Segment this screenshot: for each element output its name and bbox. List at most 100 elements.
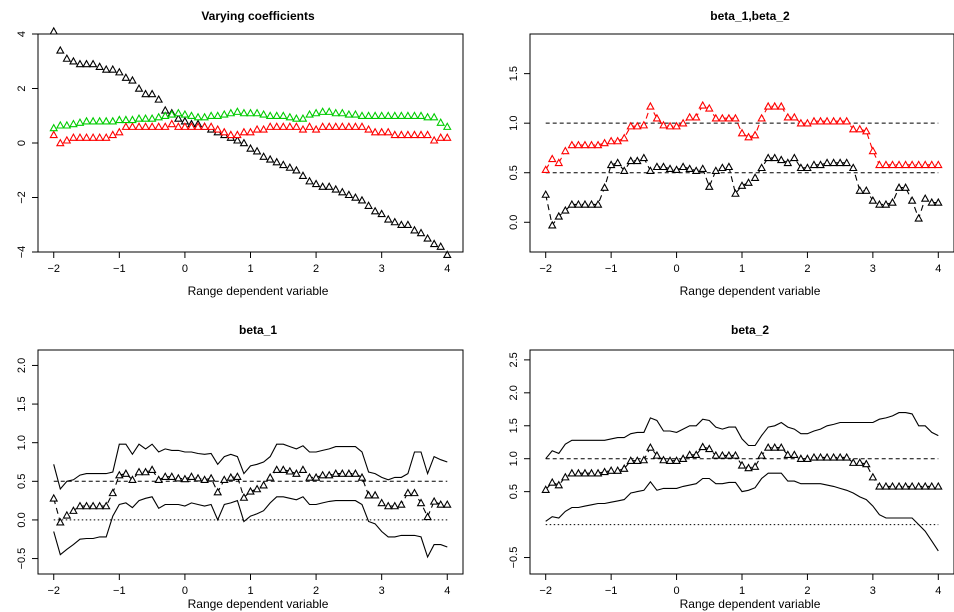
data-point	[174, 108, 183, 117]
y-tick-label: −0.5	[508, 547, 520, 569]
y-tick-label: 1.5	[16, 396, 28, 411]
x-tick-label: 3	[379, 585, 385, 597]
data-point	[933, 197, 943, 206]
data-point	[278, 111, 288, 120]
data-point	[907, 195, 917, 204]
data-point	[665, 456, 675, 464]
data-point	[907, 481, 917, 490]
data-point	[285, 162, 295, 171]
data-point	[55, 120, 65, 129]
data-point	[193, 122, 203, 130]
data-point	[920, 481, 930, 490]
y-tick-label: 1.0	[508, 451, 520, 466]
data-point	[606, 466, 616, 474]
data-point	[803, 118, 812, 127]
data-point	[881, 199, 891, 208]
data-point	[292, 122, 301, 130]
data-point	[822, 116, 832, 125]
data-point	[731, 189, 740, 197]
data-point	[272, 465, 282, 473]
data-point	[364, 124, 373, 133]
data-point	[305, 109, 314, 118]
x-tick-label: 4	[935, 585, 941, 597]
data-point	[560, 472, 570, 481]
data-point	[239, 492, 249, 501]
x-tick-label: 1	[739, 585, 745, 597]
data-point	[816, 116, 825, 125]
data-point	[147, 113, 157, 122]
data-point	[121, 469, 131, 477]
data-point	[894, 481, 904, 490]
data-point	[685, 164, 694, 173]
data-point	[88, 116, 98, 125]
data-point	[927, 481, 937, 490]
data-point	[436, 133, 446, 141]
data-point	[324, 182, 334, 190]
data-point	[95, 62, 104, 70]
data-point	[423, 130, 432, 139]
data-point	[265, 122, 275, 130]
data-point	[311, 179, 321, 188]
data-point	[587, 468, 596, 477]
data-point	[868, 146, 878, 155]
data-point	[423, 233, 432, 242]
data-point	[305, 176, 314, 185]
data-point	[285, 122, 295, 130]
data-point	[292, 165, 301, 174]
x-tick-label: 0	[674, 585, 680, 597]
data-point	[888, 197, 897, 206]
x-tick-label: 4	[935, 263, 941, 275]
data-point	[193, 112, 203, 121]
data-point	[776, 155, 786, 164]
data-point	[259, 124, 268, 133]
data-point	[219, 475, 229, 484]
confidence-band-line	[545, 412, 939, 460]
data-point	[108, 488, 118, 497]
data-point	[933, 160, 943, 169]
data-point	[790, 112, 799, 121]
data-point	[541, 485, 551, 493]
data-point	[842, 452, 852, 461]
data-point	[678, 454, 688, 462]
data-point	[436, 499, 446, 508]
data-point	[265, 154, 275, 163]
data-point	[397, 220, 406, 229]
data-point	[298, 113, 308, 122]
data-point	[587, 140, 596, 149]
data-point	[567, 468, 577, 477]
data-point	[574, 468, 583, 477]
data-point	[685, 112, 694, 121]
data-point	[442, 122, 452, 130]
x-tick-label: 4	[444, 263, 450, 275]
data-point	[600, 183, 609, 191]
data-point	[848, 124, 858, 133]
data-point	[147, 122, 157, 130]
data-point	[574, 199, 583, 208]
y-tick-label: 0.0	[508, 215, 520, 230]
x-tick-label: −2	[539, 585, 552, 597]
y-tick-label: 1.5	[508, 418, 520, 433]
data-point	[685, 450, 694, 459]
data-point	[246, 127, 255, 136]
data-point	[894, 160, 904, 169]
data-point	[442, 250, 452, 258]
data-point	[219, 127, 229, 136]
data-point	[370, 490, 380, 499]
data-point	[403, 220, 413, 229]
data-point	[69, 56, 78, 65]
data-point	[632, 456, 642, 464]
data-point	[711, 166, 721, 175]
data-point	[848, 458, 858, 466]
data-point	[272, 157, 282, 166]
data-point	[305, 472, 314, 481]
data-point	[128, 475, 137, 484]
data-point	[790, 450, 799, 459]
data-point	[842, 158, 852, 167]
data-point	[429, 112, 439, 121]
data-point	[259, 109, 268, 118]
data-point	[147, 465, 157, 473]
data-point	[397, 111, 406, 120]
data-point	[147, 89, 157, 98]
data-point	[298, 124, 308, 133]
data-point	[403, 130, 413, 139]
